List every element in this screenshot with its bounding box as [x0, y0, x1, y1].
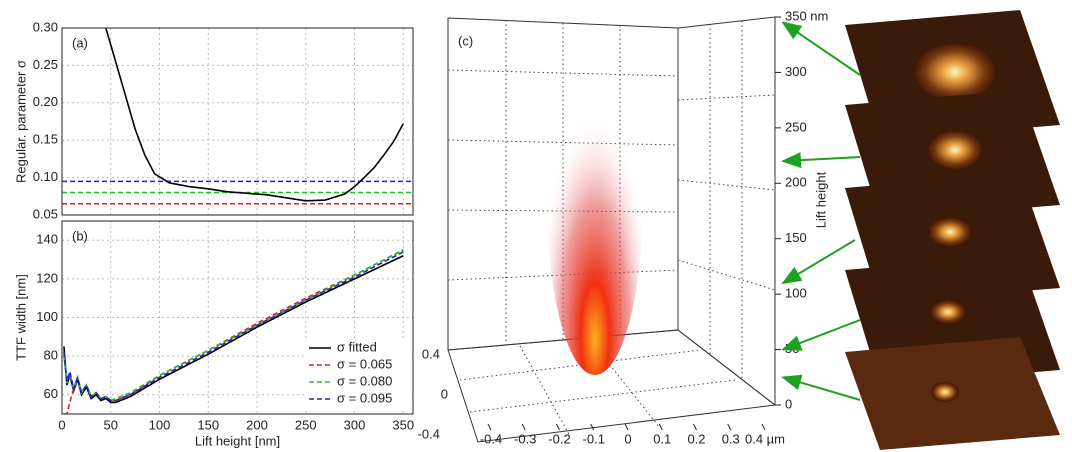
- y-axis-label: TTF width [nm]: [13, 274, 28, 361]
- volume-rendering: [547, 25, 643, 375]
- x-tick-label: 0.4 µm: [745, 431, 785, 446]
- y-tick-label: 0.15: [33, 132, 58, 147]
- panel-label: (b): [72, 228, 88, 243]
- slice-arrow: [781, 152, 861, 169]
- x-tick-label: 0: [58, 417, 65, 432]
- x-tick-label: -0.4: [480, 431, 502, 446]
- x-tick: [761, 423, 766, 431]
- series-line: [63, 251, 404, 402]
- legend-box: [305, 338, 409, 410]
- slice-arrow: [781, 239, 856, 285]
- y-tick-label: 100: [36, 309, 58, 324]
- series-line: [105, 28, 404, 202]
- x-tick: [487, 423, 492, 431]
- y-axis-label: Regular. parameter σ: [13, 60, 28, 183]
- x-tick-label: 0: [624, 431, 631, 446]
- y-tick-label: 0: [441, 386, 448, 401]
- x-tick: [727, 423, 732, 431]
- panel-label: (c): [458, 33, 473, 48]
- x-tick-label: 350: [392, 417, 414, 432]
- y-tick-label: 120: [36, 270, 58, 285]
- y-tick-label: 0.20: [33, 94, 58, 109]
- slice-spot: [931, 382, 959, 402]
- x-tick: [556, 423, 560, 431]
- x-tick-label: -0.2: [548, 431, 570, 446]
- series-line: [63, 249, 404, 402]
- x-tick-label: 250: [295, 417, 317, 432]
- z-tick-label: 200: [785, 175, 807, 190]
- plot-lines: [62, 28, 413, 205]
- x-tick-label: 200: [246, 417, 268, 432]
- x-tick: [521, 423, 526, 431]
- slice-spot: [928, 217, 972, 247]
- z-tick-label: 350 nm: [785, 8, 828, 23]
- legend-label: σ = 0.080: [337, 373, 392, 388]
- x-tick-label: 150: [197, 417, 219, 432]
- y-tick-label: 80: [44, 348, 58, 363]
- x-tick: [590, 423, 595, 431]
- slice-arrow: [781, 374, 861, 401]
- plot-frame: [61, 27, 414, 216]
- legend-label: σ fitted: [337, 339, 377, 354]
- x-tick: [658, 423, 663, 431]
- z-tick-label: 150: [785, 230, 807, 245]
- x-tick-label: 0.3: [722, 431, 740, 446]
- y-tick-label: 0.10: [33, 169, 58, 184]
- side-wall: [677, 16, 776, 407]
- y-tick-label: 140: [36, 232, 58, 247]
- z-tick-label: 0: [785, 396, 792, 411]
- slice-spot: [913, 42, 997, 102]
- x-tick-label: 0.2: [687, 431, 705, 446]
- z-tick-label: 300: [785, 64, 807, 79]
- x-tick-label: 300: [344, 417, 366, 432]
- z-tick-label: 100: [785, 286, 807, 301]
- legend-label: σ = 0.065: [337, 356, 392, 371]
- x-tick: [624, 423, 629, 431]
- legend-label: σ = 0.095: [337, 390, 392, 405]
- y-tick-label: 60: [44, 386, 58, 401]
- x-tick-label: 0.1: [653, 431, 671, 446]
- x-tick-label: 100: [149, 417, 171, 432]
- slice-arrow: [781, 319, 861, 351]
- legend: σ fitted σ = 0.065 σ = 0.080 σ = 0.095: [305, 338, 409, 410]
- slice-spot: [927, 130, 983, 170]
- z-axis-label: Lift height: [813, 171, 828, 228]
- panel-label: (a): [72, 35, 88, 50]
- slice-arrow: [781, 21, 861, 76]
- y-tick-label: 0.4: [422, 346, 440, 361]
- x-tick-label: -0.3: [514, 431, 536, 446]
- plot-lines: [63, 249, 404, 414]
- x-tick-label: 50: [104, 417, 118, 432]
- x-axis-label: Lift height [nm]: [195, 433, 280, 448]
- y-tick-label: 0.30: [33, 19, 58, 34]
- x-tick: [693, 423, 697, 431]
- y-tick-label: 0.25: [33, 57, 58, 72]
- slice-spot: [930, 300, 966, 324]
- z-tick-label: 250: [785, 119, 807, 134]
- plot-frame: [61, 220, 414, 415]
- y-tick-label: 0.05: [33, 206, 58, 221]
- slice-images: [845, 10, 1060, 450]
- x-tick-label: -0.1: [583, 431, 605, 446]
- y-tick-label: -0.4: [418, 426, 440, 441]
